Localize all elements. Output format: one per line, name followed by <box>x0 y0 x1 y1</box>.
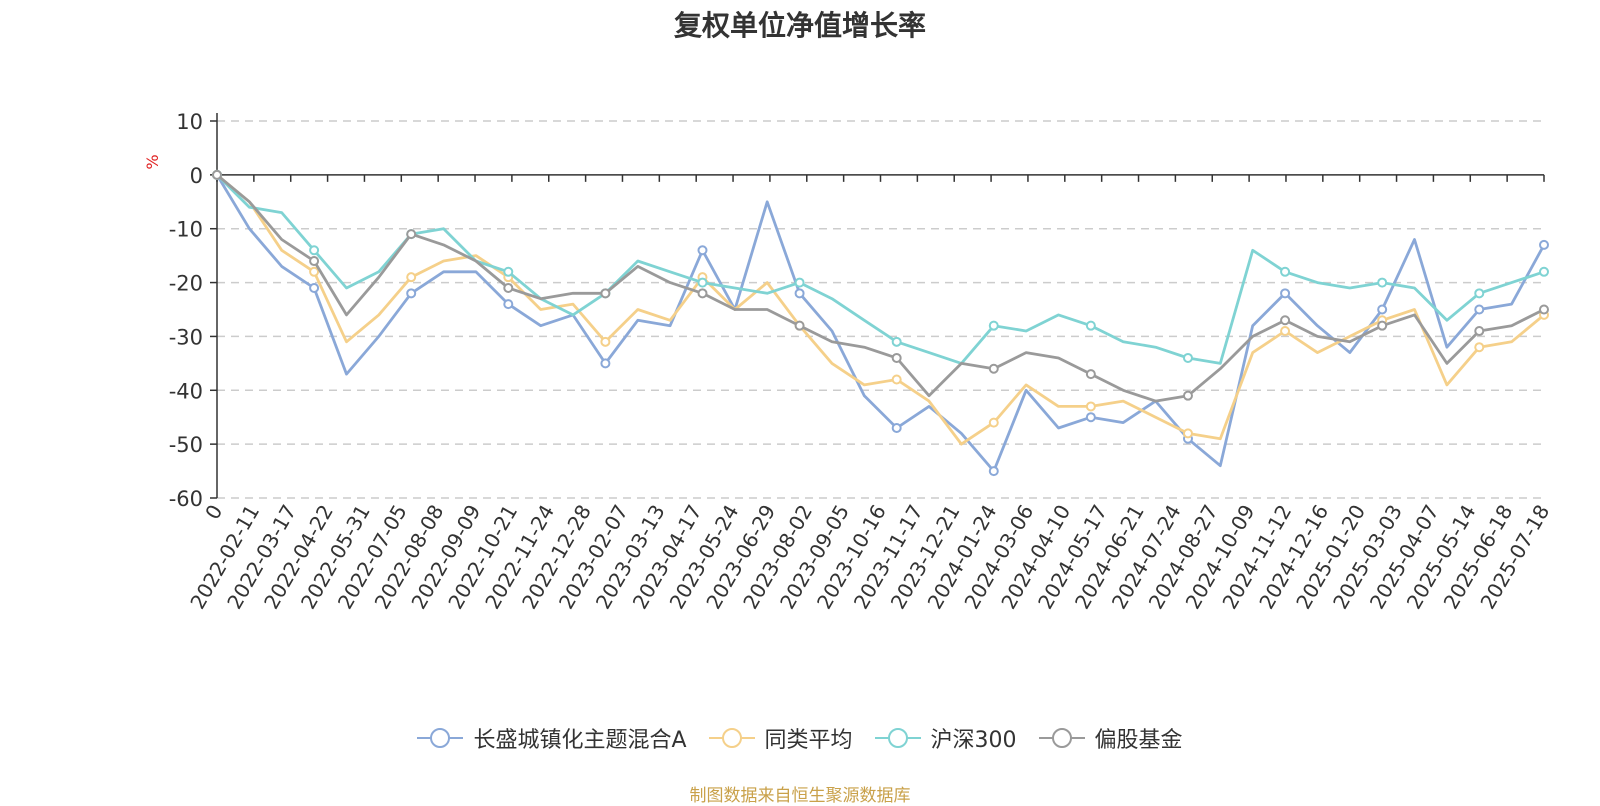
data-point <box>1539 239 1549 250</box>
legend-line-marker <box>417 728 464 748</box>
y-axis-label: % <box>143 154 162 169</box>
data-point <box>1182 352 1193 363</box>
data-point <box>503 299 514 310</box>
data-point <box>1280 288 1291 299</box>
data-point <box>891 422 902 433</box>
y-tick-label: -10 <box>169 218 203 242</box>
data-point <box>1377 277 1388 288</box>
y-tick-label: -50 <box>169 433 203 457</box>
data-point <box>1085 412 1096 423</box>
data-point <box>406 288 417 299</box>
data-point <box>891 352 902 363</box>
data-point <box>1474 342 1485 353</box>
data-point <box>309 266 320 277</box>
y-tick-label: -20 <box>169 272 203 296</box>
legend-label: 长盛城镇化主题混合A <box>473 728 687 753</box>
data-point <box>1280 326 1291 337</box>
legend-label: 沪深300 <box>930 728 1017 753</box>
data-point <box>794 277 805 288</box>
y-tick-label: 0 <box>190 164 203 188</box>
legend-line-marker <box>874 728 921 748</box>
data-point <box>1182 428 1193 439</box>
series-line <box>216 173 1545 365</box>
data-point <box>794 320 805 331</box>
data-source-note: 制图数据来自恒生聚源数据库 <box>689 786 911 806</box>
legend-item[interactable]: 长盛城镇化主题混合A <box>417 722 687 754</box>
legend-line-marker <box>1038 728 1085 748</box>
data-point <box>309 282 320 293</box>
legend-label: 同类平均 <box>764 728 853 753</box>
data-point <box>1280 266 1291 277</box>
data-point <box>503 282 514 293</box>
data-point <box>1085 369 1096 380</box>
data-point <box>988 363 999 374</box>
x-tick-label: 0 <box>200 501 227 524</box>
legend-label: 偏股基金 <box>1094 728 1183 753</box>
data-point <box>891 374 902 385</box>
data-point <box>600 358 611 369</box>
data-point <box>1085 320 1096 331</box>
y-tick-label: 10 <box>176 110 203 134</box>
data-point <box>406 229 417 240</box>
data-point <box>1474 326 1485 337</box>
chart-title: 复权单位净值增长率 <box>673 9 926 42</box>
legend: 长盛城镇化主题混合A 同类平均 沪深300 偏股基金 <box>0 722 1600 754</box>
data-point <box>406 272 417 283</box>
data-point <box>988 466 999 477</box>
data-point <box>212 169 222 180</box>
y-tick-label: -40 <box>169 379 203 403</box>
line-chart: 100-10-20-30-40-50-60%02022-02-112022-03… <box>143 110 1554 613</box>
legend-item[interactable]: 沪深300 <box>874 722 1017 754</box>
data-point <box>1280 315 1291 326</box>
data-point <box>503 266 514 277</box>
data-point <box>1539 266 1549 277</box>
data-point <box>697 277 708 288</box>
y-tick-label: -30 <box>169 325 203 349</box>
data-point <box>794 288 805 299</box>
data-point <box>1085 401 1096 412</box>
series-line <box>215 174 1546 473</box>
data-point <box>988 417 999 428</box>
y-tick-label: -60 <box>169 487 203 511</box>
legend-item[interactable]: 同类平均 <box>708 722 853 754</box>
data-point <box>309 245 320 256</box>
legend-line-marker <box>708 728 755 748</box>
data-point <box>891 336 902 347</box>
data-point <box>1474 304 1485 315</box>
data-point <box>600 336 611 347</box>
data-point <box>1539 304 1549 315</box>
data-point <box>697 288 708 299</box>
data-point <box>697 245 708 256</box>
data-point <box>309 256 320 267</box>
data-point <box>1474 288 1485 299</box>
series-line <box>216 173 1545 446</box>
data-point <box>988 320 999 331</box>
series-line <box>216 173 1545 403</box>
data-point <box>1182 390 1193 401</box>
legend-item[interactable]: 偏股基金 <box>1038 722 1183 754</box>
data-point <box>1377 320 1388 331</box>
data-point <box>1377 304 1388 315</box>
data-point <box>600 288 611 299</box>
